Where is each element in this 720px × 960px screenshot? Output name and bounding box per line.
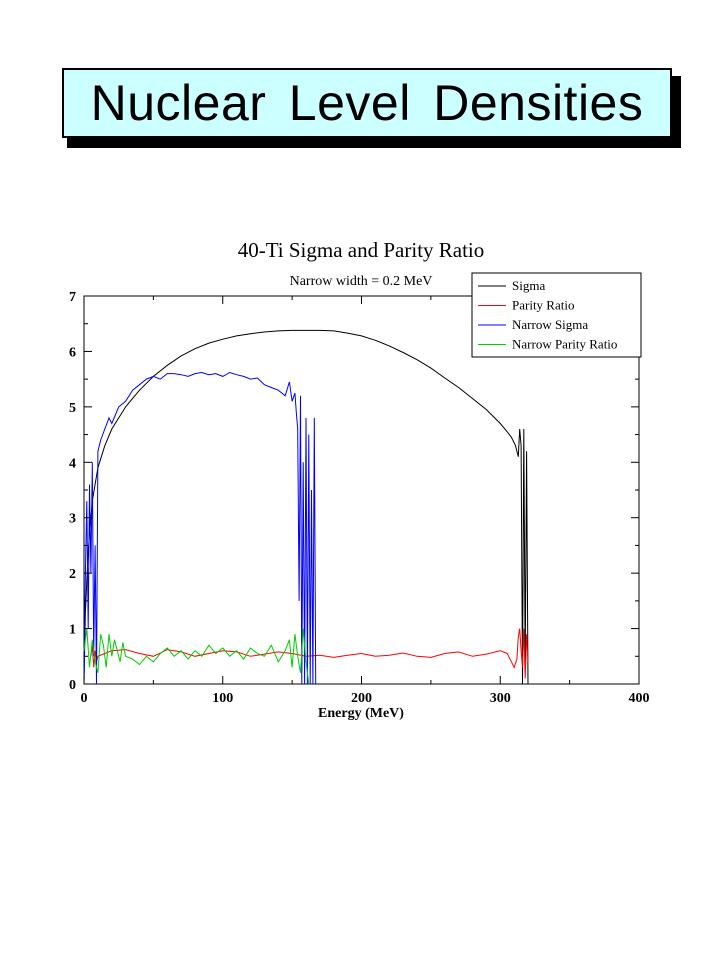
series-layer	[83, 329, 529, 685]
series-line-sigma	[83, 329, 529, 685]
legend-box	[471, 272, 642, 358]
y-tick-label: 1	[69, 623, 76, 638]
chart-subtitle: Narrow width = 0.2 MeV	[290, 274, 433, 289]
y-tick-label: 2	[69, 567, 76, 582]
x-tick-label: 0	[81, 691, 88, 706]
y-tick-label: 4	[69, 456, 76, 471]
plot-area	[83, 295, 640, 685]
x-tick-label: 100	[212, 691, 233, 706]
x-tick-label: 200	[351, 691, 372, 706]
chart-title: 40-Ti Sigma and Parity Ratio	[238, 238, 485, 262]
slide-title: Nuclear Level Densities	[90, 75, 644, 131]
series-line-narrow-parity-ratio	[83, 628, 310, 685]
series-line-parity-ratio	[90, 628, 529, 679]
y-tick-label: 3	[69, 512, 76, 527]
x-tick-label: 400	[629, 691, 650, 706]
slide-title-box: Nuclear Level Densities	[62, 68, 672, 138]
axes-layer: 0 100 200 300 400 0 1 2 3 4 5 6 7	[69, 290, 650, 706]
legend-label: Sigma	[512, 278, 545, 293]
legend: Sigma Parity Ratio Narrow Sigma Narrow Pari…	[471, 272, 642, 358]
y-tick-label: 0	[69, 678, 76, 693]
series-line-narrow-sigma	[83, 371, 317, 685]
y-tick-label: 5	[69, 401, 76, 416]
legend-label: Parity Ratio	[512, 298, 574, 313]
legend-label: Narrow Sigma	[512, 317, 588, 332]
plot-frame	[83, 295, 640, 685]
legend-label: Narrow Parity Ratio	[512, 337, 617, 352]
x-axis-label: Energy (MeV)	[318, 706, 404, 721]
x-tick-label: 300	[490, 691, 511, 706]
y-tick-label: 6	[69, 345, 76, 360]
y-tick-label: 7	[69, 290, 76, 305]
